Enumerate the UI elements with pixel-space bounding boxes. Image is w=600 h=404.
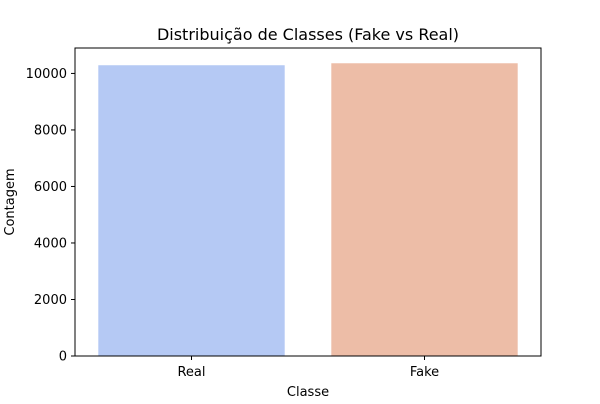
plot-area: Real Fake 0 2000 4000 6000 8000 10000 xyxy=(26,47,542,380)
x-tick-label-fake: Fake xyxy=(410,365,439,380)
chart-title: Distribuição de Classes (Fake vs Real) xyxy=(157,25,459,44)
x-axis-label: Classe xyxy=(287,385,329,400)
bar-real xyxy=(98,65,285,356)
y-tick-label: 6000 xyxy=(34,180,67,195)
y-tick-label: 2000 xyxy=(34,293,67,308)
y-axis-label: Contagem xyxy=(3,168,18,235)
y-tick-label: 10000 xyxy=(26,67,67,82)
y-tick-label: 0 xyxy=(59,350,67,365)
bar-fake xyxy=(331,63,518,356)
x-tick-label-real: Real xyxy=(177,365,205,380)
plot-frame xyxy=(74,47,542,357)
y-tick-label: 4000 xyxy=(34,236,67,251)
y-tick-label: 8000 xyxy=(34,123,67,138)
